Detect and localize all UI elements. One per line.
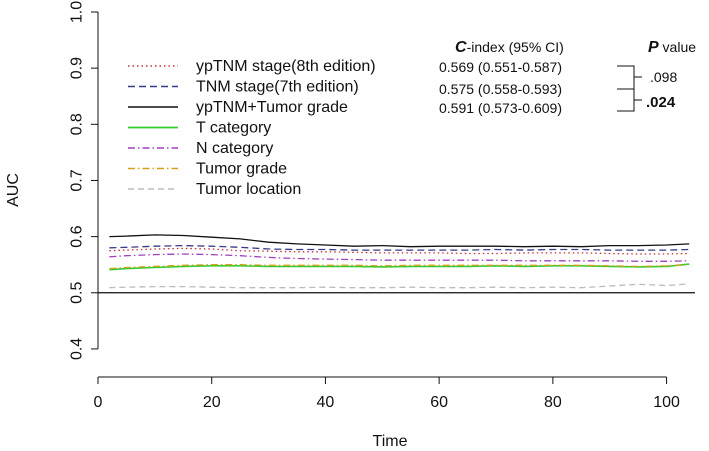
x-tick-label: 0 [94,394,103,411]
c-index-row-2: 0.575 (0.558-0.593) [439,81,562,97]
legend-label-6: Tumor grade [196,161,287,178]
x-tick-label: 20 [203,394,221,411]
legend-label-4: T category [196,120,271,137]
series-line-7 [109,283,690,289]
legend-label-5: N category [196,140,273,157]
x-tick-label: 60 [430,394,448,411]
y-tick-label: 0.5 [69,282,86,304]
y-axis-ticks: 0.4 0.5 0.6 0.7 0.8 0.9 1.0 [69,1,98,360]
series-line-5 [109,253,690,262]
legend-label-7: Tumor location [196,181,301,198]
series-line-2 [109,244,690,251]
x-axis-label: Time [373,433,408,450]
y-tick-label: 0.4 [69,338,86,360]
series-line-3 [109,234,690,248]
x-tick-label: 40 [317,394,335,411]
y-axis-label: AUC [5,173,22,207]
c-index-header-letter: C [455,39,467,56]
y-tick-label: 0.7 [69,169,86,191]
bracket-rows-1-2 [617,65,635,90]
c-index-row-3: 0.591 (0.573-0.609) [439,100,562,116]
p-value-1: .098 [650,69,677,85]
p-value-header-letter: P [648,39,659,56]
p-value-header: P value [648,39,696,56]
c-index-annotation-table: C-index (95% CI) P value 0.569 (0.551-0.… [439,39,696,116]
axes: 0.4 0.5 0.6 0.7 0.8 0.9 1.0 0 20 40 60 80 100 [69,1,680,411]
y-tick-label: 0.9 [69,57,86,79]
p-value-header-text: value [659,39,697,55]
legend: ypTNM stage(8th edition) TNM stage(7th ed… [128,58,376,198]
x-tick-label: 100 [653,394,680,411]
series-line-1 [109,247,690,255]
y-tick-label: 0.6 [69,225,86,247]
c-index-header: C-index (95% CI) [455,39,564,56]
bracket-rows-2-3 [617,88,635,112]
x-tick-label: 80 [544,394,562,411]
c-index-header-text: -index (95% CI) [467,39,564,55]
series-line-6 [109,264,690,270]
y-tick-label: 1.0 [69,1,86,23]
c-index-row-1: 0.569 (0.551-0.587) [439,59,562,75]
y-tick-label: 0.8 [69,113,86,135]
legend-label-2: TNM stage(7th edition) [196,79,359,96]
plot-lines [109,234,690,289]
x-axis-ticks: 0 20 40 60 80 100 [94,377,680,411]
legend-label-3: ypTNM+Tumor grade [196,99,348,116]
legend-label-1: ypTNM stage(8th edition) [196,58,376,75]
series-line-4 [109,263,690,271]
p-value-2: .024 [646,94,676,111]
